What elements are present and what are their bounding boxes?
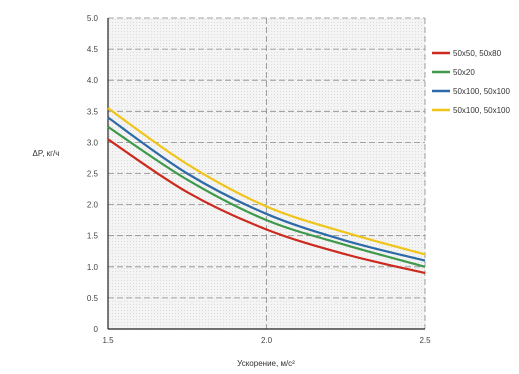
x-tick-label: 2.5 (419, 336, 431, 345)
y-tick-label: 0 (94, 325, 99, 334)
x-tick-label: 1.5 (102, 336, 114, 345)
y-tick-label: 1.5 (87, 232, 99, 241)
legend-label: 50x50, 50x80 (453, 49, 502, 58)
axes (107, 18, 425, 330)
x-tick-label: 2.0 (261, 336, 273, 345)
y-tick-label: 2.5 (87, 170, 99, 179)
y-tick-label: 0.5 (87, 294, 99, 303)
y-tick-label: 2.0 (87, 201, 99, 210)
y-tick-label: 5.0 (87, 14, 99, 23)
series-lines (107, 107, 426, 275)
legend-label: 50x20 (453, 68, 475, 77)
series-line-3 (107, 116, 426, 262)
legend: 50x50, 50x80 50x20 50x100, 50x100 50x100, 5… (432, 49, 510, 115)
legend-label: 50x100, 50x100 (453, 87, 510, 96)
y-tick-label: 1.0 (87, 263, 99, 272)
y-axis-ticks: 0 0.5 1.0 1.5 2.0 2.5 3.0 3.5 4.0 4.5 5.0 (87, 14, 99, 334)
series-line-1 (107, 138, 426, 275)
y-tick-label: 4.0 (87, 76, 99, 85)
y-tick-label: 3.0 (87, 138, 99, 147)
y-axis-title: ΔP, кг/ч (33, 149, 60, 158)
x-axis-ticks: 1.5 2.0 2.5 (102, 336, 431, 345)
y-tick-label: 4.5 (87, 45, 99, 54)
y-tick-label: 3.5 (87, 107, 99, 116)
legend-label: 50x100, 50x100 (453, 106, 510, 115)
x-axis-title: Ускорение, м/с² (237, 359, 295, 368)
series-line-4 (107, 107, 426, 256)
series-line-2 (107, 125, 426, 268)
